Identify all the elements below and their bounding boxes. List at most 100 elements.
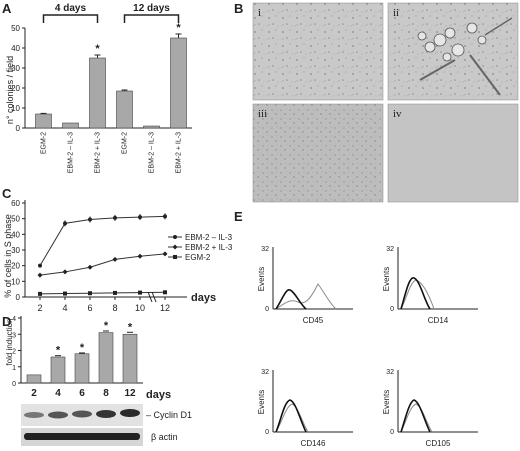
chart-c-series-line <box>39 291 166 295</box>
micrograph-iii <box>252 103 384 203</box>
chart-a-category-label: EGM-2 <box>41 132 48 154</box>
micrograph-label-i: i <box>258 7 261 19</box>
blot-label-actin: β actin <box>151 432 178 442</box>
chart-c-ytick-label: 10 <box>11 277 20 286</box>
chart-e-histogram-sample <box>275 283 337 310</box>
chart-e-histogram-control <box>400 399 431 433</box>
chart-a-ytick-label: 0 <box>16 124 21 133</box>
chart-e-ylabel: Events <box>382 267 391 291</box>
colony-cells-ii <box>417 17 513 96</box>
chart-c-point <box>113 290 117 295</box>
chart-c: % of cells in S phase 0 10 20 30 40 50 60 2 4 6 8 1… <box>3 199 233 313</box>
chart-c-legend-label: EGM-2 <box>185 253 211 262</box>
chart-e-marker-label: CD105 <box>426 439 451 448</box>
chart-a-ytick-label: 10 <box>11 104 20 113</box>
chart-e-histogram-sample <box>400 403 433 433</box>
chart-e-y0-label: 0 <box>265 429 269 436</box>
panel-label-c: C <box>2 186 12 201</box>
chart-e-ylabel: Events <box>257 390 266 414</box>
chart-d-significance: * <box>104 320 109 332</box>
chart-c-series-line <box>39 215 166 266</box>
chart-e-histogram-control <box>275 289 307 310</box>
micrograph-label-iv: iv <box>393 108 402 120</box>
chart-d-ytick-label: 0 <box>12 381 16 388</box>
chart-a-bar <box>35 113 52 129</box>
chart-c-series-line <box>39 253 166 276</box>
chart-d-bar <box>74 353 90 384</box>
chart-c-point <box>88 291 92 296</box>
chart-d-xtick-label: 12 <box>124 388 136 399</box>
chart-a-ytick-label: 20 <box>11 84 20 93</box>
blot-label-cyclin: – Cyclin D1 <box>146 410 192 420</box>
chart-a-ytick-label: 40 <box>11 44 20 53</box>
chart-e-ylabel: Events <box>382 390 391 414</box>
chart-a-category-label: EGM-2 <box>122 132 129 154</box>
chart-c-ytick-label: 20 <box>11 262 20 271</box>
chart-c-point <box>37 272 43 278</box>
chart-d-bar <box>98 332 114 384</box>
chart-d-xtick-label: 6 <box>79 388 85 399</box>
chart-c-ytick-label: 60 <box>11 199 20 208</box>
chart-c-point <box>63 291 67 296</box>
chart-c-xtick-label: 12 <box>160 303 170 313</box>
chart-d-ytick-label: 2 <box>12 349 16 356</box>
chart-c-xtick-label: 10 <box>135 303 145 313</box>
chart-e-histogram-control <box>400 277 431 310</box>
chart-c-point <box>162 251 168 257</box>
chart-d-ytick-label: 4 <box>12 316 16 323</box>
panel-label-b: B <box>234 1 243 16</box>
chart-d-bar <box>26 374 42 384</box>
chart-e-ylabel: Events <box>257 267 266 291</box>
chart-d-ytick-label: 1 <box>12 365 16 372</box>
chart-e-ymax-label: 32 <box>386 369 394 376</box>
chart-d-significance: * <box>80 342 85 354</box>
chart-c-xunit: days <box>191 292 216 304</box>
chart-d-xtick-label: 4 <box>55 388 61 399</box>
chart-c-xtick-label: 6 <box>87 303 92 313</box>
chart-c-xtick-label: 4 <box>62 303 67 313</box>
chart-c-legend-marker <box>172 244 178 250</box>
chart-a-category-label: EBM-2 + IL-3 <box>176 132 183 174</box>
chart-a-significance: * <box>176 22 181 34</box>
chart-d-significance: * <box>56 345 61 357</box>
micrograph-label-ii: ii <box>393 7 399 19</box>
chart-e-y0-label: 0 <box>390 429 394 436</box>
chart-c-ytick-label: 40 <box>11 230 20 239</box>
western-blot: – Cyclin D1 β actin <box>21 404 192 446</box>
chart-a-category-label: EBM-2 – IL-3 <box>149 132 156 173</box>
chart-c-xtick-label: 2 <box>37 303 42 313</box>
chart-a-ytick-label: 50 <box>11 24 20 33</box>
chart-a-significance: * <box>95 43 100 55</box>
chart-a-ylabel: n° colonies / field <box>5 56 15 124</box>
panel-label-a: A <box>2 1 12 16</box>
micrograph-label-iii: iii <box>258 108 267 120</box>
chart-e-y0-label: 0 <box>265 306 269 313</box>
chart-a-category-label: EBM-2 – IL-3 <box>68 132 75 173</box>
chart-a-bar <box>143 125 160 129</box>
chart-c-point <box>137 253 143 259</box>
chart-c-point <box>138 290 142 295</box>
chart-d-xunit: days <box>146 389 171 401</box>
chart-a-group-label: 12 days <box>133 3 170 14</box>
chart-c-legend-marker <box>173 255 177 259</box>
chart-a-group-bracket <box>42 14 99 23</box>
chart-a: n° colonies / field 0 10 20 30 40 50 EGM-2 EBM… <box>5 3 192 173</box>
chart-c-ytick-label: 0 <box>16 293 21 302</box>
chart-e-ymax-label: 32 <box>261 369 269 376</box>
chart-a-bar <box>116 90 133 129</box>
chart-c-ylabel: % of cells in S phase <box>3 214 13 298</box>
chart-c-xtick-label: 8 <box>112 303 117 313</box>
micrograph-grid: i ii iii iv <box>252 2 519 203</box>
chart-c-legend-label: EBM-2 + IL-3 <box>185 243 233 252</box>
chart-e-marker-label: CD146 <box>301 439 326 448</box>
chart-a-category-label: EBM-2 + IL-3 <box>95 132 102 174</box>
chart-e: 32 0 Events CD45 32 0 Events CD14 32 0 Events CD146… <box>257 246 478 448</box>
chart-a-bar <box>89 57 106 129</box>
chart-e-ymax-label: 32 <box>261 246 269 253</box>
chart-d-bar <box>122 333 138 384</box>
chart-c-legend-marker <box>173 235 177 239</box>
chart-a-group-label: 4 days <box>55 3 87 14</box>
panel-label-d: D <box>2 314 11 329</box>
